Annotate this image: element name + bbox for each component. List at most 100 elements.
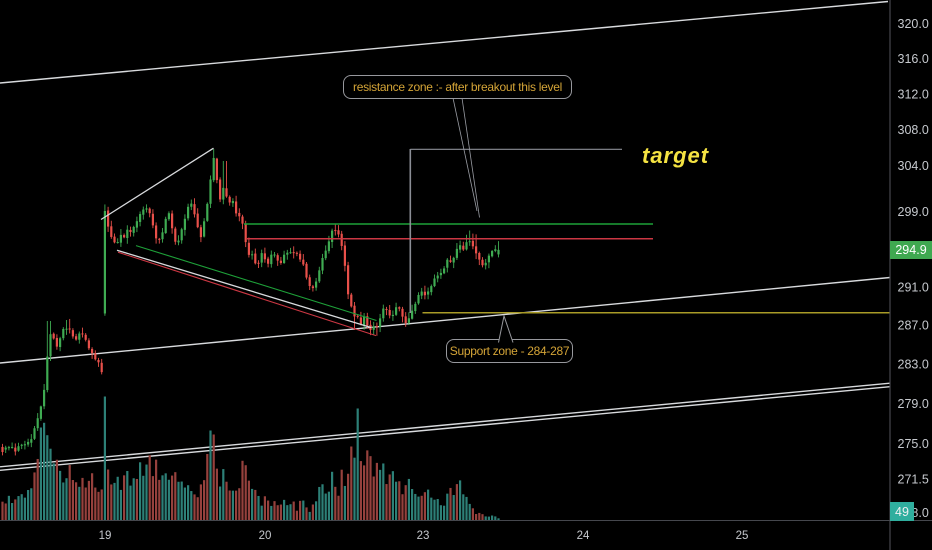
candle-body bbox=[436, 275, 439, 279]
price-axis-label: 291.0 bbox=[898, 280, 929, 294]
candle-body bbox=[427, 291, 430, 295]
candle-body bbox=[311, 286, 314, 289]
candle-body bbox=[263, 253, 266, 260]
candle-body bbox=[471, 240, 474, 247]
channel-line-lower-b[interactable] bbox=[0, 386, 891, 471]
wedge-line-wedge-lower-green[interactable] bbox=[135, 245, 377, 322]
candle-body bbox=[116, 242, 119, 244]
candle-body bbox=[372, 326, 375, 330]
candle-body bbox=[46, 356, 49, 391]
volume-bar bbox=[52, 463, 55, 521]
candle-body bbox=[487, 255, 490, 263]
volume-bar bbox=[302, 500, 305, 521]
volume-bar bbox=[411, 489, 414, 521]
volume-bar bbox=[462, 494, 465, 521]
candle-body bbox=[379, 318, 382, 327]
candle-body bbox=[43, 389, 46, 407]
candle-body bbox=[363, 316, 366, 325]
candle-body bbox=[199, 227, 202, 238]
candle-body bbox=[23, 444, 26, 446]
candle-body bbox=[366, 316, 369, 326]
candle-body bbox=[142, 209, 145, 215]
volume-bar bbox=[263, 496, 266, 521]
volume-bar bbox=[97, 491, 100, 521]
candle-body bbox=[315, 281, 318, 288]
candle-body bbox=[94, 353, 97, 360]
support-zone-callout[interactable]: Support zone - 284-287 bbox=[446, 338, 573, 363]
volume-bar bbox=[289, 504, 292, 521]
volume-bar bbox=[340, 469, 343, 521]
candle-body bbox=[27, 441, 30, 445]
candle-body bbox=[167, 213, 170, 220]
volume-bar bbox=[388, 474, 391, 521]
volume-bar bbox=[132, 478, 135, 521]
candle-body bbox=[289, 252, 292, 254]
price-axis-label: 320.0 bbox=[898, 17, 929, 31]
volume-bar bbox=[203, 480, 206, 521]
volume-bar bbox=[267, 500, 270, 521]
volume-bar bbox=[372, 476, 375, 521]
volume-bar bbox=[273, 501, 276, 521]
resistance-callout-leader-line bbox=[461, 97, 480, 218]
volume-bar bbox=[446, 493, 449, 521]
channel-line-upper[interactable] bbox=[0, 0, 889, 84]
volume-bar bbox=[270, 505, 273, 521]
candle-body bbox=[49, 334, 52, 357]
candle-body bbox=[279, 260, 282, 263]
candle-body bbox=[4, 447, 7, 450]
volume-bar bbox=[59, 470, 62, 521]
volume-bar bbox=[327, 491, 330, 521]
volume-bar bbox=[100, 489, 103, 521]
candle-body bbox=[459, 245, 462, 250]
channel-line-lower-a[interactable] bbox=[0, 382, 891, 468]
candle-body bbox=[113, 236, 116, 243]
target-text-label[interactable]: target bbox=[642, 142, 710, 168]
resistance-zone-callout[interactable]: resistance zone :- after breakout this l… bbox=[343, 74, 572, 99]
candle-body bbox=[212, 157, 215, 181]
candle-body bbox=[385, 309, 388, 311]
volume-bar bbox=[190, 491, 193, 521]
volume-bar bbox=[379, 469, 382, 521]
wedge-line-wedge-lower-red[interactable] bbox=[117, 251, 377, 337]
volume-bar bbox=[494, 516, 497, 521]
wedge-line-wedge-upper-white[interactable] bbox=[100, 147, 214, 221]
channel-line-middle[interactable] bbox=[0, 276, 891, 364]
volume-bar bbox=[286, 505, 289, 521]
candle-body bbox=[251, 254, 254, 256]
candle-body bbox=[417, 294, 420, 304]
volume-bar bbox=[158, 479, 161, 521]
candle-body bbox=[446, 259, 449, 268]
volume-bar bbox=[167, 479, 170, 521]
candle-body bbox=[295, 252, 298, 254]
candle-body bbox=[139, 214, 142, 222]
volume-bar bbox=[49, 448, 52, 521]
candle-body bbox=[110, 226, 113, 237]
volume-bar bbox=[468, 503, 471, 521]
candle-body bbox=[100, 362, 103, 373]
candle-body bbox=[228, 196, 231, 203]
candle-body bbox=[491, 251, 494, 257]
volume-bar bbox=[14, 499, 17, 521]
volume-bar bbox=[382, 463, 385, 521]
volume-bar bbox=[257, 495, 260, 521]
candle-body bbox=[135, 221, 138, 228]
candle-body bbox=[155, 225, 158, 239]
volume-bar bbox=[337, 495, 340, 521]
volume-bar bbox=[295, 510, 298, 521]
candle-body bbox=[158, 238, 161, 240]
volume-bar bbox=[33, 472, 36, 521]
volume-bar bbox=[171, 475, 174, 521]
candle-body bbox=[55, 337, 58, 347]
wedge-line-wedge-lower-white[interactable] bbox=[116, 249, 372, 329]
candle-body bbox=[359, 317, 362, 325]
candle-body bbox=[292, 252, 295, 254]
volume-bar bbox=[129, 485, 132, 521]
volume-bar bbox=[356, 408, 359, 521]
volume-bar bbox=[401, 494, 404, 521]
candle-body bbox=[30, 439, 33, 443]
volume-bar bbox=[484, 516, 487, 521]
volume-bar bbox=[174, 472, 177, 521]
volume-bar bbox=[395, 481, 398, 521]
candle-body bbox=[132, 226, 135, 233]
volume-bar bbox=[139, 462, 142, 521]
